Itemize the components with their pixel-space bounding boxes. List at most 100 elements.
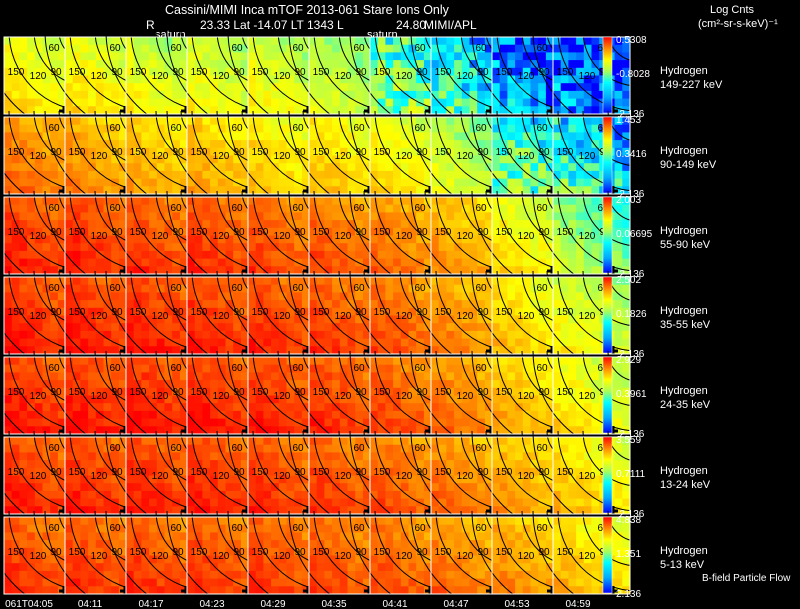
heatmap-cell (57, 243, 66, 252)
heatmap-cell (11, 418, 20, 427)
heatmap-cell (377, 147, 386, 156)
heatmap-cell (95, 132, 104, 141)
heatmap-cell (560, 292, 569, 301)
heatmap-cell (454, 315, 463, 324)
heatmap-cell (568, 132, 577, 141)
heatmap-cell (385, 140, 394, 149)
heatmap-cell (57, 330, 66, 339)
heatmap-cell (278, 338, 287, 347)
heatmap-cell (294, 330, 303, 339)
heatmap-cell (393, 235, 402, 244)
heatmap-cell (118, 292, 127, 301)
heatmap-cell (11, 292, 20, 301)
heatmap-cell (614, 227, 623, 236)
heatmap-cell (111, 163, 120, 172)
contour-label: 150 (557, 227, 574, 238)
heatmap-cell (339, 52, 348, 61)
heatmap-cell (347, 147, 356, 156)
heatmap-cell (118, 364, 127, 373)
heatmap-cell (492, 307, 501, 316)
heatmap-cell (126, 235, 135, 244)
heatmap-cell (515, 75, 524, 84)
heatmap-cell (370, 204, 379, 213)
heatmap-cell (225, 307, 234, 316)
heatmap-cell (80, 220, 89, 229)
heatmap-cell (149, 132, 158, 141)
contour-label: 90 (233, 147, 245, 158)
heatmap-cell (301, 372, 310, 381)
heatmap-cell (568, 147, 577, 156)
heatmap-cell (50, 132, 59, 141)
contour-label: 150 (496, 147, 513, 158)
heatmap-cell (278, 60, 287, 69)
heatmap-cell (553, 106, 562, 115)
heatmap-cell (133, 410, 142, 419)
heatmap-cell (377, 323, 386, 332)
heatmap-cell (477, 155, 486, 164)
heatmap-cell (416, 212, 425, 221)
heatmap-cell (576, 338, 585, 347)
heatmap-cell (454, 300, 463, 309)
heatmap-cell (179, 220, 188, 229)
heatmap-cell (622, 90, 631, 99)
heatmap-cell (408, 250, 417, 259)
heatmap-cell (210, 387, 219, 396)
heatmap-cell (103, 357, 112, 366)
heatmap-cell (255, 410, 264, 419)
heatmap-cell (111, 292, 120, 301)
heatmap-cell (240, 300, 249, 309)
heatmap-cell (111, 395, 120, 404)
heatmap-cell (515, 300, 524, 309)
heatmap-cell (461, 197, 470, 206)
heatmap-cell (164, 178, 173, 187)
heatmap-cell (156, 163, 165, 172)
heatmap-cell (515, 235, 524, 244)
heatmap-cell (217, 170, 226, 179)
heatmap-cell (446, 60, 455, 69)
heatmap-cell (568, 346, 577, 355)
heatmap-cell (34, 106, 43, 115)
contour-label: 150 (8, 147, 25, 158)
heatmap-cell (324, 235, 333, 244)
heatmap-cell (622, 124, 631, 133)
heatmap-cell (172, 300, 181, 309)
heatmap-cell (187, 37, 196, 46)
contour-label: 90 (477, 227, 489, 238)
heatmap-cell (27, 418, 36, 427)
heatmap-cell (34, 243, 43, 252)
heatmap-cell (172, 212, 181, 221)
heatmap-cell (286, 75, 295, 84)
heatmap-cell (461, 300, 470, 309)
heatmap-cell (423, 37, 432, 46)
heatmap-cell (377, 307, 386, 316)
heatmap-cell (19, 124, 28, 133)
heatmap-cell (400, 292, 409, 301)
heatmap-cell (57, 170, 66, 179)
heatmap-cell (614, 83, 623, 92)
heatmap-cell (553, 117, 562, 126)
heatmap-cell (4, 380, 13, 389)
heatmap-cell (194, 307, 203, 316)
heatmap-cell (339, 235, 348, 244)
heatmap-cell (80, 266, 89, 275)
heatmap-cell (515, 155, 524, 164)
heatmap-cell (545, 330, 554, 339)
heatmap-cell (393, 307, 402, 316)
heatmap-cell (95, 220, 104, 229)
heatmap-cell (583, 44, 592, 53)
contour-label: 60 (48, 363, 60, 374)
heatmap-cell (362, 204, 371, 213)
heatmap-cell (553, 90, 562, 99)
heatmap-cell (271, 364, 280, 373)
heatmap-cell (362, 323, 371, 332)
heatmap-cell (583, 346, 592, 355)
heatmap-cell (80, 90, 89, 99)
heatmap-cell (469, 258, 478, 267)
heatmap-cell (316, 83, 325, 92)
heatmap-cell (34, 220, 43, 229)
heatmap-cell (469, 220, 478, 229)
heatmap-cell (271, 212, 280, 221)
heatmap-cell (591, 67, 600, 76)
heatmap-cell (370, 37, 379, 46)
contour-label: 90 (111, 387, 123, 398)
